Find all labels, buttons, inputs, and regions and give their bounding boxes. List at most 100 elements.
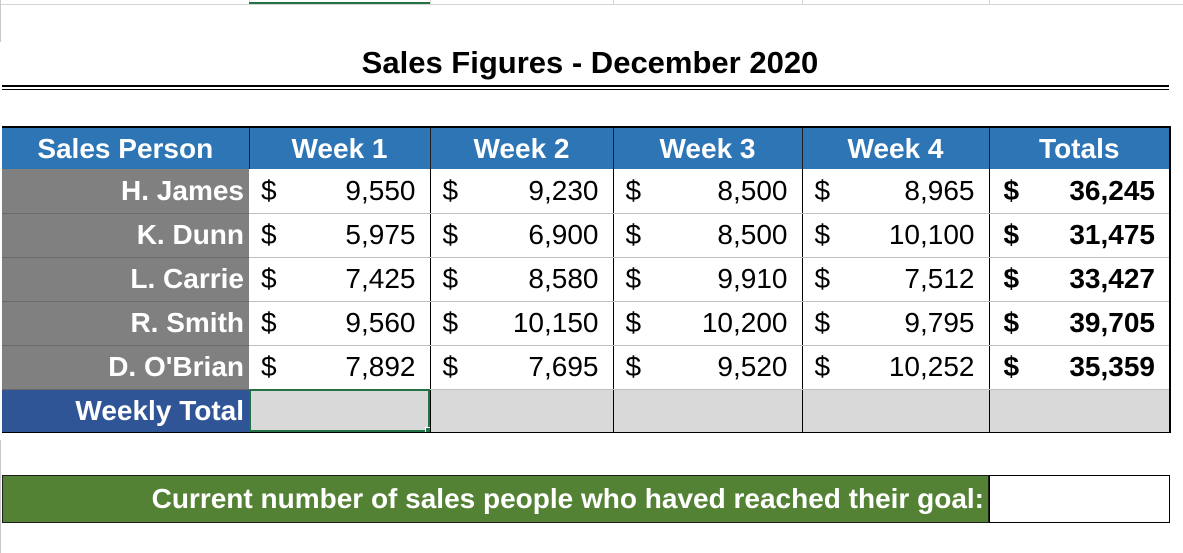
week-value-cell[interactable]: $8,500 [613, 169, 803, 214]
gridline [802, 0, 803, 4]
currency-symbol: $ [625, 174, 642, 206]
cell-value: 7,892 [345, 351, 416, 382]
header-week-3[interactable]: Week 3 [613, 126, 803, 169]
weekly-total-row: Weekly Total [2, 389, 1171, 433]
sheet-left-edge [0, 0, 1, 42]
cell-value: 10,252 [888, 351, 975, 382]
header-week-4[interactable]: Week 4 [802, 126, 990, 169]
cell-value: 7,512 [904, 263, 975, 294]
header-week-1[interactable]: Week 1 [249, 126, 431, 169]
weekly-total-cell[interactable] [430, 389, 614, 433]
goal-label-cell[interactable]: Current number of sales people who haved… [2, 475, 989, 523]
currency-symbol: $ [1003, 174, 1020, 206]
weekly-total-cell[interactable] [989, 389, 1171, 433]
column-selection-indicator [249, 2, 430, 4]
cell-value: 8,965 [904, 174, 975, 206]
cell-value: 10,200 [701, 307, 788, 338]
gridline [430, 0, 431, 4]
week-value-cell[interactable]: $8,965 [802, 169, 990, 214]
currency-symbol: $ [625, 351, 642, 382]
currency-symbol: $ [442, 219, 459, 250]
sales-person-cell[interactable]: R. Smith [2, 301, 249, 346]
week-value-cell[interactable]: $9,520 [613, 345, 803, 390]
currency-symbol: $ [1003, 351, 1020, 382]
goal-label: Current number of sales people who haved… [151, 483, 984, 514]
sheet-left-edge [0, 440, 1, 553]
cell-value: 9,910 [717, 263, 788, 294]
week-value-cell[interactable]: $7,512 [802, 257, 990, 302]
currency-symbol: $ [625, 263, 642, 294]
week-value-cell[interactable]: $7,892 [249, 345, 431, 390]
goal-count-cell[interactable] [989, 475, 1170, 523]
currency-symbol: $ [261, 219, 277, 250]
total-value-cell[interactable]: $35,359 [989, 345, 1171, 390]
title-double-rule [2, 85, 1169, 87]
table-row: D. O'Brian $7,892 $7,695 $9,520 $10,252 … [2, 345, 1171, 390]
week-value-cell[interactable]: $9,230 [430, 169, 614, 214]
currency-symbol: $ [814, 351, 831, 382]
cell-value: 6,900 [528, 219, 599, 250]
cell-value: 39,705 [1069, 307, 1155, 338]
currency-symbol: $ [814, 174, 831, 206]
sales-person-cell[interactable]: K. Dunn [2, 213, 249, 258]
header-totals[interactable]: Totals [989, 126, 1171, 169]
cell-value: 35,359 [1069, 351, 1155, 382]
week-value-cell[interactable]: $9,910 [613, 257, 803, 302]
header-sales-person[interactable]: Sales Person [2, 126, 250, 169]
fill-handle[interactable] [424, 426, 429, 431]
header-week-2[interactable]: Week 2 [430, 126, 614, 169]
sales-person-cell[interactable]: D. O'Brian [2, 345, 249, 390]
currency-symbol: $ [442, 307, 459, 338]
weekly-total-label[interactable]: Weekly Total [2, 389, 249, 433]
week-value-cell[interactable]: $9,795 [802, 301, 990, 346]
week-value-cell[interactable]: $9,550 [249, 169, 431, 214]
currency-symbol: $ [814, 219, 831, 250]
week-value-cell[interactable]: $9,560 [249, 301, 431, 346]
title-double-rule [2, 89, 1169, 90]
gridline [613, 0, 614, 4]
table-row: K. Dunn $5,975 $6,900 $8,500 $10,100 $31… [2, 213, 1171, 258]
week-value-cell[interactable]: $7,425 [249, 257, 431, 302]
sales-person-cell[interactable]: H. James [2, 169, 249, 214]
total-value-cell[interactable]: $39,705 [989, 301, 1171, 346]
currency-symbol: $ [261, 307, 277, 338]
currency-symbol: $ [261, 351, 277, 382]
week-value-cell[interactable]: $10,200 [613, 301, 803, 346]
weekly-total-cell[interactable] [613, 389, 803, 433]
sheet-title[interactable]: Sales Figures - December 2020 [361, 45, 819, 80]
currency-symbol: $ [625, 219, 642, 250]
currency-symbol: $ [814, 307, 831, 338]
sales-person-cell[interactable]: L. Carrie [2, 257, 249, 302]
weekly-total-cell[interactable] [802, 389, 990, 433]
currency-symbol: $ [1003, 219, 1020, 250]
table-row: H. James $9,550 $9,230 $8,500 $8,965 $36… [2, 169, 1171, 214]
week-value-cell[interactable]: $10,252 [802, 345, 990, 390]
currency-symbol: $ [261, 263, 277, 294]
cell-value: 9,795 [904, 307, 975, 338]
cell-value: 10,150 [512, 307, 599, 338]
cell-value: 8,500 [717, 174, 788, 206]
cell-value: 9,520 [717, 351, 788, 382]
week-value-cell[interactable]: $10,150 [430, 301, 614, 346]
total-value-cell[interactable]: $36,245 [989, 169, 1171, 214]
gridline-top [0, 4, 1183, 5]
cell-value: 7,695 [528, 351, 599, 382]
week-value-cell[interactable]: $10,100 [802, 213, 990, 258]
cell-value: 8,580 [528, 263, 599, 294]
week-value-cell[interactable]: $7,695 [430, 345, 614, 390]
currency-symbol: $ [261, 174, 277, 206]
total-value-cell[interactable]: $33,427 [989, 257, 1171, 302]
week-value-cell[interactable]: $8,580 [430, 257, 614, 302]
week-value-cell[interactable]: $5,975 [249, 213, 431, 258]
cell-value: 5,975 [345, 219, 416, 250]
week-value-cell[interactable]: $8,500 [613, 213, 803, 258]
cell-value: 9,550 [345, 174, 416, 206]
total-value-cell[interactable]: $31,475 [989, 213, 1171, 258]
cell-value: 33,427 [1069, 263, 1155, 294]
weekly-total-cell-selected[interactable] [249, 389, 431, 433]
gridline [989, 0, 990, 4]
cell-value: 10,100 [888, 219, 975, 250]
table-row: L. Carrie $7,425 $8,580 $9,910 $7,512 $3… [2, 257, 1171, 302]
week-value-cell[interactable]: $6,900 [430, 213, 614, 258]
